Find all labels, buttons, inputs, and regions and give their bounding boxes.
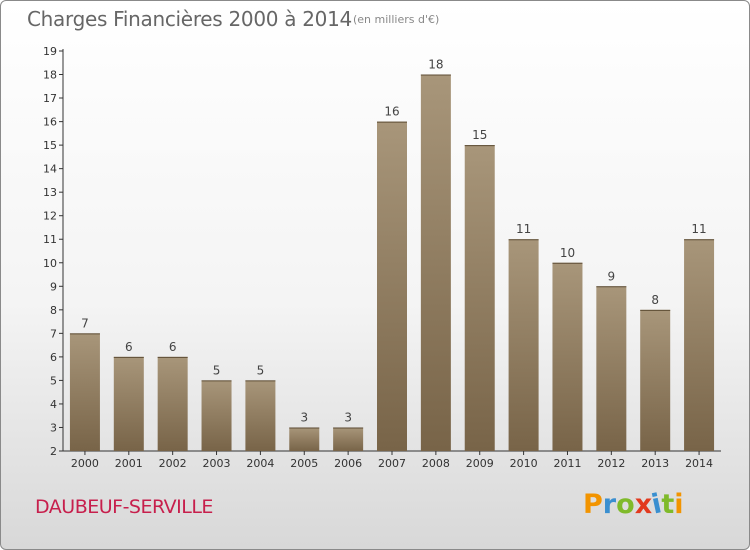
x-tick-label: 2004 [246,457,274,470]
town-name: DAUBEUF-SERVILLE [35,496,213,518]
bar [289,427,320,451]
x-tick-label: 2002 [159,457,187,470]
y-tick-label: 2 [50,445,57,458]
y-tick-label: 18 [43,69,57,82]
bar [157,356,188,451]
bar [596,286,627,451]
x-tick-label: 2014 [685,457,713,470]
x-tick-label: 2013 [641,457,669,470]
chart-subtitle: (en milliers d'€) [353,13,440,26]
x-tick-label: 2011 [553,457,581,470]
bar-value-label: 9 [608,269,616,283]
x-tick-label: 2010 [510,457,538,470]
x-tick-label: 2009 [466,457,494,470]
brand-letter: r [602,489,617,520]
brand-letter: o [616,489,635,520]
bar-value-label: 7 [81,316,89,330]
bar [508,239,539,451]
bar-value-label: 11 [691,222,706,236]
bar [552,262,583,451]
proxiti-logo[interactable]: Proxiti [583,488,684,520]
y-tick-label: 15 [43,139,57,152]
y-tick-label: 7 [50,327,57,340]
y-tick-label: 6 [50,351,57,364]
y-tick-label: 13 [43,186,57,199]
bar [640,309,671,451]
y-tick-label: 10 [43,257,57,270]
bar [420,74,451,451]
bar [113,356,144,451]
bar-value-label: 3 [344,410,352,424]
bar [245,380,276,451]
brand-letter: P [583,489,603,520]
x-tick-label: 2005 [290,457,318,470]
y-tick-label: 4 [50,398,57,411]
bar-value-label: 16 [384,105,399,119]
y-tick-label: 17 [43,92,57,105]
bar-value-label: 15 [472,128,487,142]
brand-letter: x [634,489,653,520]
bar-value-label: 5 [257,363,265,377]
y-tick-label: 3 [50,421,57,434]
x-tick-label: 2008 [422,457,450,470]
x-tick-label: 2007 [378,457,406,470]
x-tick-label: 2012 [597,457,625,470]
bar [464,145,495,451]
bar-value-label: 8 [651,293,659,307]
y-tick-label: 14 [43,163,57,176]
bar [684,239,715,451]
bar-value-label: 10 [560,246,575,260]
chart-title: Charges Financières 2000 à 2014 [27,7,352,31]
y-tick-label: 11 [43,233,57,246]
y-tick-label: 19 [43,45,57,58]
bar [69,333,100,451]
y-tick-label: 12 [43,210,57,223]
bar-value-label: 6 [125,340,133,354]
x-tick-label: 2001 [115,457,143,470]
y-tick-label: 8 [50,304,57,317]
bar-value-label: 6 [169,340,177,354]
bar-value-label: 11 [516,222,531,236]
bar-value-label: 18 [428,58,443,72]
bar-value-label: 5 [213,363,221,377]
x-tick-label: 2000 [71,457,99,470]
y-tick-label: 9 [50,280,57,293]
x-tick-label: 2003 [203,457,231,470]
bar [377,121,407,452]
brand-letter: t [661,489,675,520]
bar-value-label: 3 [300,410,308,424]
x-tick-label: 2006 [334,457,362,470]
y-tick-label: 5 [50,374,57,387]
bar [201,380,232,451]
brand-letter: i [674,489,684,520]
y-tick-label: 16 [43,116,57,129]
bar [333,427,364,451]
